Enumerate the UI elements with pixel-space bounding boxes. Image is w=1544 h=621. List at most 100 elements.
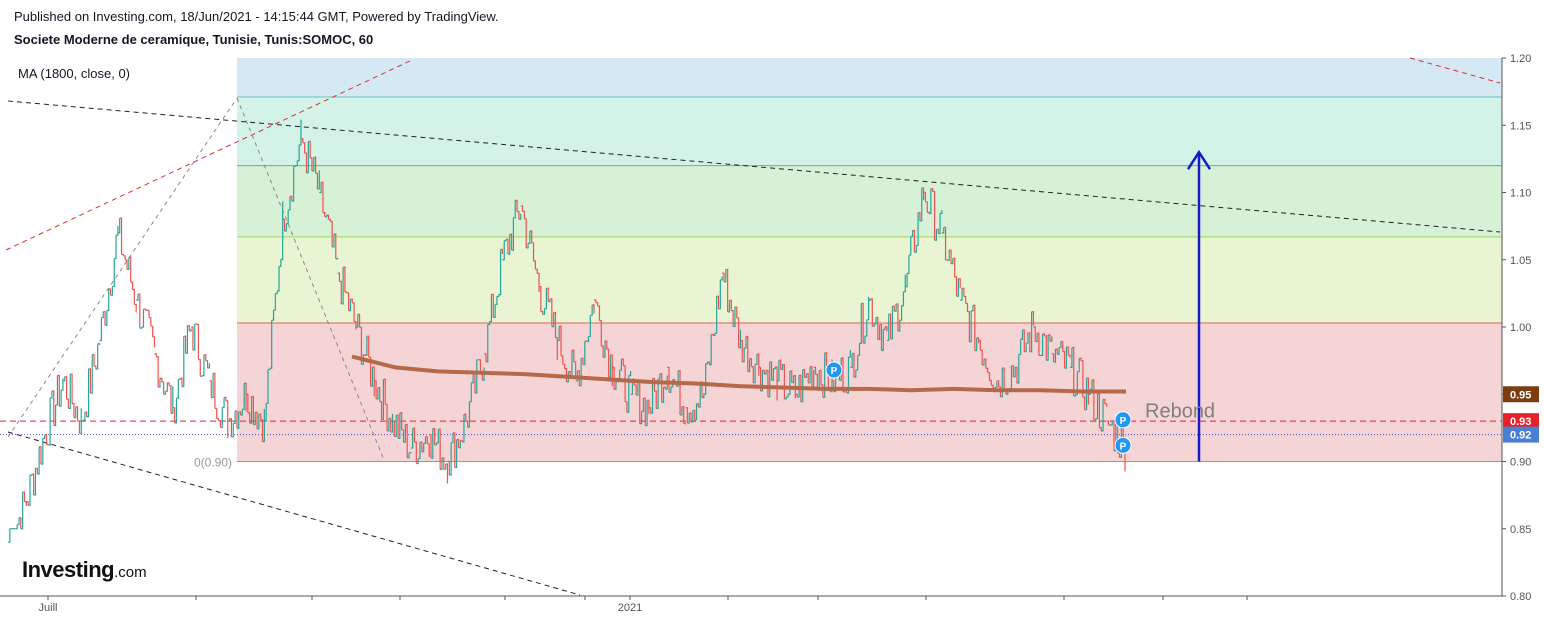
price-step bbox=[462, 414, 465, 443]
marker-p-3: P bbox=[1114, 436, 1132, 454]
price-step bbox=[1071, 346, 1075, 397]
price-step bbox=[531, 242, 535, 262]
price-step bbox=[687, 413, 690, 424]
position-markers[interactable]: P P P bbox=[825, 361, 1132, 454]
price-step bbox=[420, 441, 423, 452]
price-step bbox=[784, 396, 787, 400]
price-step bbox=[586, 336, 590, 342]
marker-label: P bbox=[1120, 416, 1127, 427]
price-step bbox=[125, 259, 128, 270]
rebond-label[interactable]: Rebond bbox=[1145, 400, 1215, 422]
price-step bbox=[409, 451, 412, 454]
x-tick-label: 2021 bbox=[618, 602, 642, 614]
price-step bbox=[696, 403, 699, 408]
price-step bbox=[767, 361, 771, 398]
price-step bbox=[529, 230, 533, 243]
target-arrow[interactable] bbox=[1186, 149, 1212, 462]
fib-zone-3 bbox=[237, 236, 1502, 323]
price-step bbox=[659, 373, 663, 403]
price-step bbox=[892, 305, 895, 312]
price-step bbox=[1093, 418, 1097, 422]
price-step bbox=[332, 233, 335, 248]
price-step bbox=[72, 402, 75, 418]
price-step bbox=[786, 394, 789, 398]
horizontal-levels[interactable] bbox=[0, 420, 1502, 436]
price-step bbox=[520, 205, 524, 212]
price-step bbox=[550, 298, 553, 327]
price-step bbox=[740, 339, 743, 362]
badge-bg bbox=[1503, 413, 1539, 430]
price-step bbox=[590, 304, 593, 316]
price-step bbox=[229, 418, 232, 437]
price-step bbox=[289, 195, 293, 202]
price-step bbox=[736, 317, 740, 348]
price-step bbox=[841, 357, 844, 392]
price-step bbox=[608, 354, 612, 378]
price-step bbox=[205, 360, 209, 368]
price-step bbox=[685, 407, 688, 423]
price-step bbox=[1027, 332, 1031, 352]
price-step bbox=[1042, 333, 1046, 336]
price-step bbox=[951, 258, 954, 265]
price-step bbox=[579, 358, 582, 387]
price-step bbox=[789, 370, 793, 383]
price-step bbox=[581, 357, 584, 365]
price-step bbox=[392, 420, 395, 437]
price-step bbox=[974, 337, 978, 352]
price-step bbox=[114, 235, 117, 260]
price-step bbox=[61, 378, 64, 391]
price-step bbox=[610, 354, 613, 387]
price-step bbox=[64, 376, 68, 400]
price-step bbox=[561, 355, 564, 365]
price-step bbox=[815, 373, 818, 390]
price-step bbox=[714, 296, 718, 334]
price-step bbox=[930, 188, 934, 192]
price-step bbox=[612, 366, 615, 390]
price-step bbox=[641, 398, 645, 412]
price-step bbox=[800, 369, 804, 403]
price-step bbox=[258, 413, 262, 420]
price-series bbox=[8, 119, 1126, 543]
price-step bbox=[235, 410, 238, 429]
price-step bbox=[518, 213, 522, 220]
y-tick-label: 1.20 bbox=[1510, 53, 1531, 65]
price-step bbox=[1106, 420, 1110, 426]
price-step bbox=[1090, 379, 1093, 390]
price-step bbox=[1095, 393, 1099, 420]
price-step bbox=[712, 333, 716, 336]
price-step bbox=[187, 325, 190, 331]
price-step bbox=[189, 328, 192, 332]
price-step bbox=[339, 280, 342, 304]
price-step bbox=[962, 287, 965, 297]
price-step bbox=[273, 293, 276, 311]
price-step bbox=[623, 365, 626, 402]
price-step bbox=[778, 359, 782, 370]
price-step bbox=[123, 255, 126, 260]
trend-lines[interactable] bbox=[5, 57, 1501, 596]
price-step bbox=[647, 399, 650, 414]
price-step bbox=[352, 302, 355, 322]
price-step bbox=[1040, 334, 1044, 357]
indicator-legend[interactable]: MA (1800, close, 0) bbox=[18, 66, 130, 81]
price-step bbox=[890, 306, 894, 340]
price-step bbox=[180, 377, 183, 387]
price-step bbox=[919, 187, 923, 222]
price-step bbox=[203, 354, 207, 361]
price-step bbox=[249, 396, 253, 424]
price-step bbox=[174, 398, 178, 424]
price-step bbox=[806, 373, 809, 383]
price-step bbox=[399, 412, 403, 430]
price-step bbox=[896, 303, 899, 332]
price-step bbox=[967, 311, 970, 342]
price-step bbox=[132, 288, 135, 305]
price-step bbox=[870, 298, 873, 327]
price-step bbox=[875, 316, 879, 340]
price-step bbox=[220, 407, 223, 429]
price-step bbox=[762, 369, 765, 375]
price-step bbox=[555, 337, 558, 360]
price-step bbox=[921, 187, 925, 200]
price-step bbox=[791, 375, 795, 384]
price-step bbox=[127, 257, 130, 270]
price-step bbox=[705, 361, 709, 365]
